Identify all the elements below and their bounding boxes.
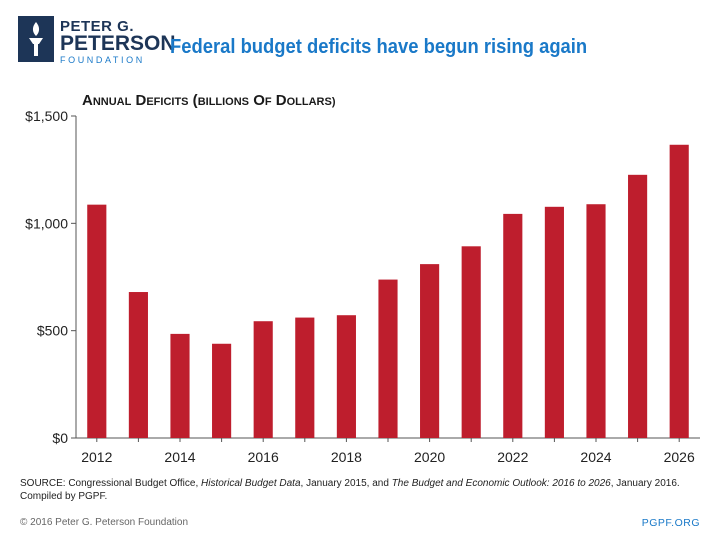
- bar-2015: [212, 343, 232, 438]
- bar-2022: [503, 213, 523, 438]
- bar-2013: [128, 292, 148, 438]
- y-axis-ticks: $0 $500 $1,000 $1,500: [25, 108, 76, 446]
- deficit-bar-chart: ANNUAL DEFICITS (BILLIONS OF DOLLARS) 20…: [25, 92, 700, 465]
- bar-2023: [544, 206, 564, 438]
- bar-2012: [87, 204, 107, 438]
- chart-title: ANNUAL DEFICITS (BILLIONS OF DOLLARS): [82, 92, 336, 109]
- y-tick-label: $1,500: [25, 108, 68, 124]
- source-compiled: Compiled by PGPF.: [20, 491, 108, 502]
- x-tick-label: 2018: [331, 449, 362, 465]
- x-tick-label: 2012: [81, 449, 112, 465]
- chart-bars: [87, 144, 689, 439]
- bar-2020: [420, 264, 440, 438]
- source-suffix: , January 2016.: [610, 478, 680, 489]
- bar-2026: [669, 144, 689, 439]
- bar-2018: [336, 315, 356, 438]
- bar-2024: [586, 204, 606, 438]
- x-tick-label: 2022: [497, 449, 528, 465]
- source-prefix: SOURCE: Congressional Budget Office,: [20, 478, 202, 489]
- source-title-1: Historical Budget Data: [201, 478, 301, 489]
- logo-text-line2: PETERSON: [60, 32, 176, 55]
- y-tick-label: $1,000: [25, 215, 68, 231]
- source-title-2: The Budget and Economic Outlook: 2016 to…: [391, 478, 611, 489]
- y-tick-label: $0: [52, 430, 68, 446]
- bar-2019: [378, 279, 398, 438]
- y-tick-label: $500: [37, 323, 68, 339]
- foundation-logo: PETER G. PETERSON FOUNDATION: [18, 14, 176, 66]
- x-tick-label: 2020: [414, 449, 445, 465]
- x-tick-label: 2014: [164, 449, 195, 465]
- logo-text-line3: FOUNDATION: [60, 55, 145, 65]
- bar-2016: [253, 321, 273, 438]
- site-link[interactable]: PGPF.ORG: [641, 517, 700, 529]
- bar-2017: [295, 317, 315, 438]
- torch-icon: [18, 16, 54, 62]
- x-axis-ticks: 2012 2014 2016 2018 2020 2022 2024 2026: [81, 438, 695, 465]
- x-tick-label: 2016: [248, 449, 279, 465]
- x-tick-label: 2024: [580, 449, 611, 465]
- bar-2025: [628, 174, 648, 438]
- source-middle: , January 2015, and: [300, 478, 392, 489]
- page-title: Federal budget deficits have begun risin…: [170, 36, 588, 58]
- source-note: SOURCE: Congressional Budget Office, His…: [20, 477, 710, 503]
- bar-2021: [461, 246, 481, 438]
- copyright-text: © 2016 Peter G. Peterson Foundation: [20, 517, 189, 528]
- bar-2014: [170, 333, 190, 438]
- x-tick-label: 2026: [664, 449, 695, 465]
- logo-text-line1: PETER G.: [60, 18, 135, 35]
